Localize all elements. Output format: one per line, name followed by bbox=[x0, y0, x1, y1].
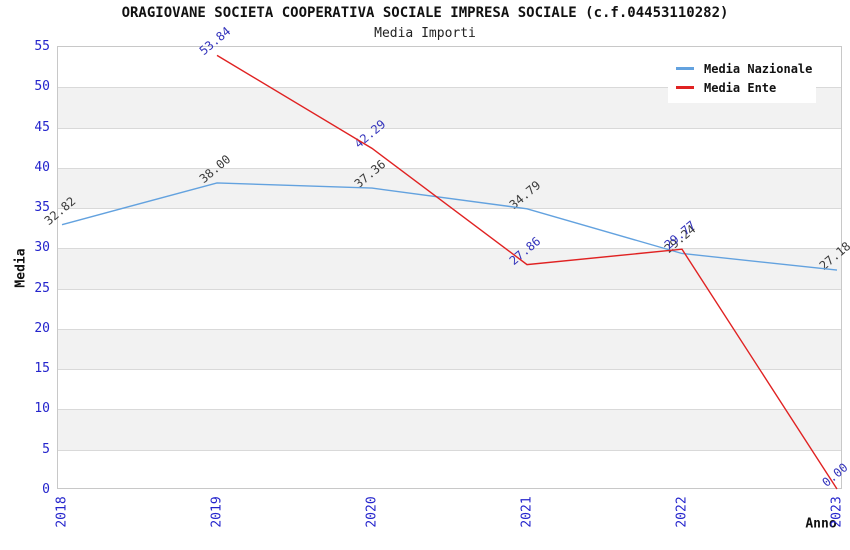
horizontal-gridline bbox=[58, 449, 841, 451]
legend-line-swatch-media-ente bbox=[676, 86, 694, 89]
y-tick-label: 20 bbox=[34, 320, 50, 336]
y-tick-label: 55 bbox=[34, 39, 50, 54]
legend-line-swatch-media-nazionale bbox=[676, 67, 694, 70]
y-tick-label: 25 bbox=[34, 280, 50, 296]
horizontal-gridline bbox=[58, 409, 841, 411]
y-tick-label: 5 bbox=[42, 441, 50, 457]
legend-label: Media Ente bbox=[704, 80, 777, 95]
y-tick-label: 15 bbox=[34, 361, 50, 377]
horizontal-gridline bbox=[58, 127, 841, 129]
plot-band bbox=[58, 167, 841, 209]
y-tick-label: 35 bbox=[34, 200, 50, 216]
y-tick-label: 45 bbox=[34, 119, 50, 135]
legend: Media Nazionale Media Ente bbox=[668, 54, 816, 103]
legend-item-media-ente: Media Ente bbox=[676, 78, 808, 97]
horizontal-gridline bbox=[58, 167, 841, 169]
y-tick-label: 50 bbox=[34, 79, 50, 95]
horizontal-gridline bbox=[58, 208, 841, 210]
y-tick-label: 40 bbox=[34, 159, 50, 175]
x-axis-title: Anno bbox=[805, 516, 837, 532]
x-tick-label: 2019 bbox=[209, 496, 225, 528]
x-tick-label: 2022 bbox=[674, 496, 690, 528]
x-tick-label: 2023 bbox=[829, 496, 845, 528]
legend-label: Media Nazionale bbox=[704, 61, 813, 76]
horizontal-gridline bbox=[58, 328, 841, 330]
y-tick-label: 30 bbox=[34, 240, 50, 256]
horizontal-gridline bbox=[58, 288, 841, 290]
x-tick-label: 2020 bbox=[364, 496, 380, 528]
y-tick-label: 0 bbox=[42, 482, 50, 497]
plot-band bbox=[58, 248, 841, 289]
y-tick-label: 10 bbox=[34, 401, 50, 417]
chart-title: ORAGIOVANE SOCIETA COOPERATIVA SOCIALE I… bbox=[121, 5, 729, 21]
legend-item-media-nazionale: Media Nazionale bbox=[676, 59, 812, 78]
plot-band bbox=[58, 328, 841, 370]
horizontal-gridline bbox=[58, 248, 841, 250]
x-tick-label: 2018 bbox=[54, 496, 70, 528]
x-tick-label: 2021 bbox=[519, 496, 535, 528]
chart-subtitle: Media Importi bbox=[374, 26, 476, 41]
horizontal-gridline bbox=[58, 369, 841, 371]
plot-area bbox=[57, 46, 842, 489]
plot-band bbox=[58, 409, 841, 450]
